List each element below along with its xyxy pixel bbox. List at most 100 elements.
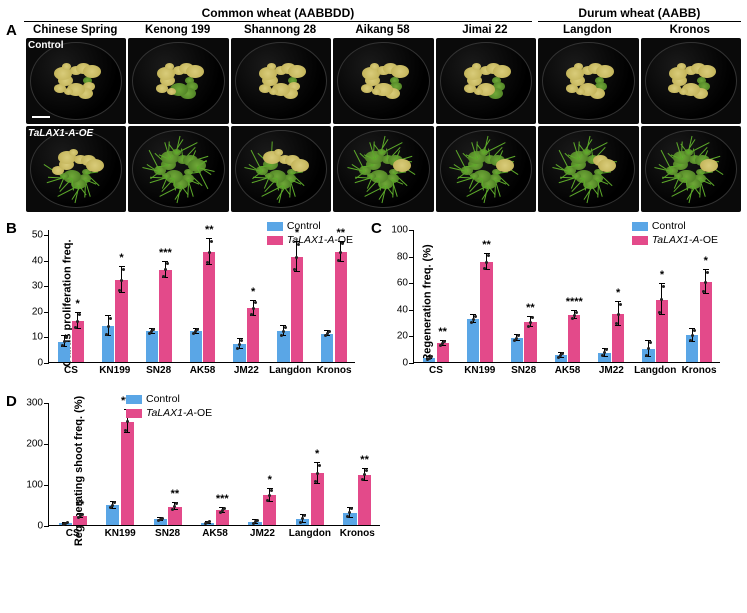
bar-oe: [480, 262, 492, 362]
panel-a-grid: Control TaLAX1-A-OE: [6, 38, 741, 212]
panel-b: B Callus proliferation freq.01020304050C…: [6, 220, 361, 385]
group-durum-wheat: Durum wheat (AABB): [538, 6, 741, 22]
dish-control-6: [641, 38, 741, 124]
ytick-label: 30: [32, 281, 49, 292]
xtick-label: CS: [64, 362, 78, 376]
dish-oe-0: TaLAX1-A-OE: [26, 126, 126, 212]
ytick-label: 100: [391, 225, 414, 236]
xtick-label: Langdon: [289, 525, 331, 539]
panel-a: A Common wheat (AABBDD) Durum wheat (AAB…: [6, 6, 741, 212]
bar-ctrl: [146, 331, 158, 362]
xtick-label: JM22: [599, 362, 624, 376]
xtick-label: KN199: [464, 362, 495, 376]
row-label-control: Control: [28, 40, 64, 51]
dish-control-5: [538, 38, 638, 124]
dish-oe-2: [231, 126, 331, 212]
xtick-label: CS: [66, 525, 80, 539]
ytick-label: 40: [32, 255, 49, 266]
significance-marker: *: [616, 287, 620, 299]
significance-marker: ****: [566, 296, 583, 308]
xtick-label: AK58: [190, 362, 216, 376]
ytick-label: 200: [26, 439, 49, 450]
ytick-label: 0: [402, 358, 414, 369]
ytick-label: 0: [37, 521, 49, 532]
ytick-label: 50: [32, 230, 49, 241]
xtick-label: Kronos: [682, 362, 717, 376]
significance-marker: **: [526, 302, 535, 314]
significance-marker: *: [251, 286, 255, 298]
bar-oe: [568, 315, 580, 362]
ytick-label: 20: [397, 331, 414, 342]
ytick-label: 0: [37, 358, 49, 369]
charts-row-bc: B Callus proliferation freq.01020304050C…: [6, 220, 741, 385]
xtick-label: SN28: [146, 362, 171, 376]
bar-ctrl: [190, 331, 202, 362]
var-1: Kenong 199: [126, 24, 228, 36]
var-5: Langdon: [536, 24, 638, 36]
significance-marker: **: [205, 224, 214, 236]
significance-marker: ***: [159, 247, 172, 259]
dish-oe-1: [128, 126, 228, 212]
dish-oe-6: [641, 126, 741, 212]
var-3: Aikang 58: [331, 24, 433, 36]
ytick-label: 60: [397, 278, 414, 289]
ytick-label: 300: [26, 398, 49, 409]
legend: ControlTaLAX1-A-OE: [126, 393, 212, 419]
xtick-label: AK58: [555, 362, 581, 376]
xtick-label: CS: [429, 362, 443, 376]
legend: ControlTaLAX1-A-OE: [267, 220, 353, 246]
bar-oe: [203, 252, 215, 362]
panel-c: C Regeneration freq. (%)020406080100CS**…: [371, 220, 726, 385]
dish-oe-5: [538, 126, 638, 212]
bar-ctrl: [321, 334, 333, 362]
dish-oe-3: [333, 126, 433, 212]
xtick-label: Kronos: [317, 362, 352, 376]
significance-marker: *: [119, 252, 123, 264]
significance-marker: *: [315, 448, 319, 460]
var-0: Chinese Spring: [24, 24, 126, 36]
xtick-label: AK58: [202, 525, 228, 539]
bar-oe: [159, 270, 171, 362]
xtick-label: Langdon: [634, 362, 676, 376]
significance-marker: **: [76, 499, 85, 511]
bar-oe: [335, 252, 347, 362]
scale-bar: [32, 116, 50, 118]
ytick-label: 40: [397, 304, 414, 315]
dish-control-1: [128, 38, 228, 124]
ytick-label: 20: [32, 306, 49, 317]
panel-d: D Regenerating shoot freq. (%)0100200300…: [6, 393, 386, 548]
xtick-label: Kronos: [340, 525, 375, 539]
var-2: Shannong 28: [229, 24, 331, 36]
bar-oe: [121, 422, 134, 525]
bar-oe: [700, 282, 712, 362]
significance-marker: **: [482, 239, 491, 251]
xtick-label: JM22: [250, 525, 275, 539]
dish-control-3: [333, 38, 433, 124]
bar-ctrl: [467, 319, 479, 362]
panel-a-group-headers: Common wheat (AABBDD) Durum wheat (AABB): [24, 6, 741, 22]
plot-area: 0100200300CS**KN199***SN28**AK58***JM22*…: [48, 403, 380, 526]
xtick-label: KN199: [105, 525, 136, 539]
significance-marker: **: [171, 488, 180, 500]
bar-oe: [291, 257, 303, 362]
dish-control-2: [231, 38, 331, 124]
significance-marker: *: [76, 298, 80, 310]
bar-oe: [524, 322, 536, 362]
charts-row-d: D Regenerating shoot freq. (%)0100200300…: [6, 393, 741, 548]
plot-area: 01020304050CS*KN199*SN28***AK58**JM22*La…: [48, 230, 355, 363]
ytick-label: 100: [26, 480, 49, 491]
group-common-wheat: Common wheat (AABBDD): [24, 6, 532, 22]
var-6: Kronos: [639, 24, 741, 36]
xtick-label: Langdon: [269, 362, 311, 376]
panel-a-variety-labels: Chinese Spring Kenong 199 Shannong 28 Ai…: [24, 24, 741, 36]
significance-marker: *: [268, 474, 272, 486]
bar-oe: [358, 475, 371, 525]
significance-marker: ***: [216, 493, 229, 505]
figure: A Common wheat (AABBDD) Durum wheat (AAB…: [6, 6, 741, 548]
significance-marker: *: [704, 255, 708, 267]
plot-area: 020406080100CS**KN199**SN28**AK58****JM2…: [413, 230, 720, 363]
xtick-label: JM22: [234, 362, 259, 376]
xtick-label: SN28: [155, 525, 180, 539]
xtick-label: KN199: [99, 362, 130, 376]
legend: ControlTaLAX1-A-OE: [632, 220, 718, 246]
